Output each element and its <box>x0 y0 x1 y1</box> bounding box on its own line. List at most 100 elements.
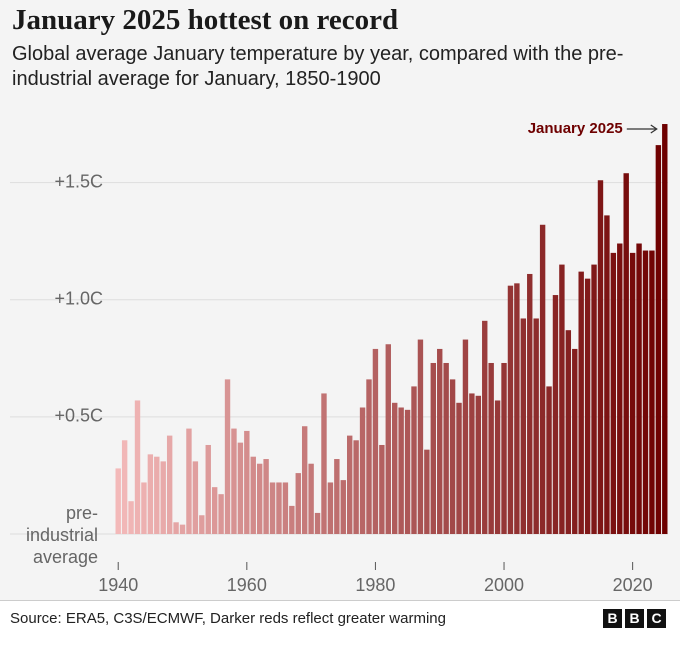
bar <box>379 444 385 534</box>
bar <box>276 482 282 534</box>
annotation: January 2025 <box>528 120 623 137</box>
bar <box>404 409 411 534</box>
bar <box>256 463 263 534</box>
bar <box>231 428 237 534</box>
bar <box>334 459 340 534</box>
bar <box>340 480 346 534</box>
bar <box>398 407 404 534</box>
bar <box>347 435 353 534</box>
bar <box>244 430 250 534</box>
bar <box>488 362 494 534</box>
logo: B B C <box>603 609 666 628</box>
bar <box>359 407 366 534</box>
bar <box>597 180 604 534</box>
bar <box>327 482 334 534</box>
bar <box>134 400 141 534</box>
bar <box>662 124 668 535</box>
bar <box>186 428 192 534</box>
bar <box>546 386 552 534</box>
bar <box>385 344 391 534</box>
bar <box>482 320 488 534</box>
bar <box>301 426 308 534</box>
bar <box>353 440 359 534</box>
bar <box>141 482 147 534</box>
bar <box>128 501 134 534</box>
bar <box>610 252 617 534</box>
bar <box>462 339 469 534</box>
chart: +0.5C +1.0C +1.5C 1940 1960 1980 2000 2020 Janua… <box>10 120 668 595</box>
bar <box>584 278 591 534</box>
bar <box>308 463 314 534</box>
bar <box>237 442 244 534</box>
x-tick-label: 2020 <box>613 575 653 595</box>
bar <box>211 487 218 534</box>
bar <box>629 252 636 534</box>
bar <box>147 454 154 534</box>
bar <box>269 482 276 534</box>
bar <box>430 362 436 534</box>
bar <box>263 459 269 534</box>
chart-subtitle: Global average January temperature by ye… <box>12 43 624 90</box>
bar <box>424 449 430 534</box>
bar <box>649 250 655 535</box>
y-tick-label: pre-industrial average <box>25 503 98 567</box>
bar <box>205 444 211 534</box>
bar <box>533 318 539 534</box>
bar <box>289 505 295 534</box>
bar <box>295 473 301 534</box>
bar <box>443 362 449 534</box>
bar <box>527 273 533 534</box>
x-tick-label: 1940 <box>98 575 138 595</box>
bar <box>115 468 121 534</box>
bar <box>449 379 456 534</box>
bar <box>160 461 166 534</box>
bar <box>469 393 475 534</box>
bar <box>218 494 224 534</box>
y-tick-label: +1.0C <box>54 288 103 308</box>
x-tick-label: 2000 <box>484 575 524 595</box>
bar <box>366 379 372 534</box>
bar <box>173 522 179 534</box>
annotation-arrow <box>626 124 658 134</box>
bar <box>514 283 520 534</box>
bar <box>314 512 321 534</box>
bar <box>655 145 662 534</box>
logo-letter: B <box>603 609 622 628</box>
bar <box>179 524 186 534</box>
logo-letter: C <box>647 609 666 628</box>
bar <box>166 435 173 534</box>
bar <box>559 264 565 534</box>
chart-title: January 2025 hottest on record <box>12 4 399 36</box>
bar <box>411 386 417 534</box>
x-tick-label: 1980 <box>355 575 395 595</box>
bar <box>224 379 231 534</box>
bar <box>392 402 398 534</box>
bar <box>552 295 559 534</box>
bar <box>372 348 379 534</box>
bar <box>501 362 507 534</box>
bar <box>199 515 205 534</box>
bar <box>121 440 128 534</box>
bar <box>456 402 462 534</box>
bar <box>578 271 584 534</box>
bar <box>565 330 572 534</box>
bar <box>572 348 578 534</box>
bar <box>192 461 199 534</box>
bar <box>617 243 623 534</box>
y-tick-label: +0.5C <box>54 406 103 426</box>
bar <box>539 224 546 534</box>
bar <box>507 285 514 534</box>
bar <box>636 243 642 534</box>
bar <box>604 215 610 535</box>
bar <box>437 348 443 534</box>
bar <box>591 264 597 534</box>
logo-letter: B <box>625 609 644 628</box>
bar <box>520 318 527 534</box>
source: Source: ERA5, C3S/ECMWF, Darker reds ref… <box>10 610 446 627</box>
footer: Source: ERA5, C3S/ECMWF, Darker reds ref… <box>0 600 680 652</box>
bar <box>494 400 501 534</box>
bar <box>250 456 256 534</box>
bar <box>623 173 629 534</box>
bar <box>475 395 482 534</box>
